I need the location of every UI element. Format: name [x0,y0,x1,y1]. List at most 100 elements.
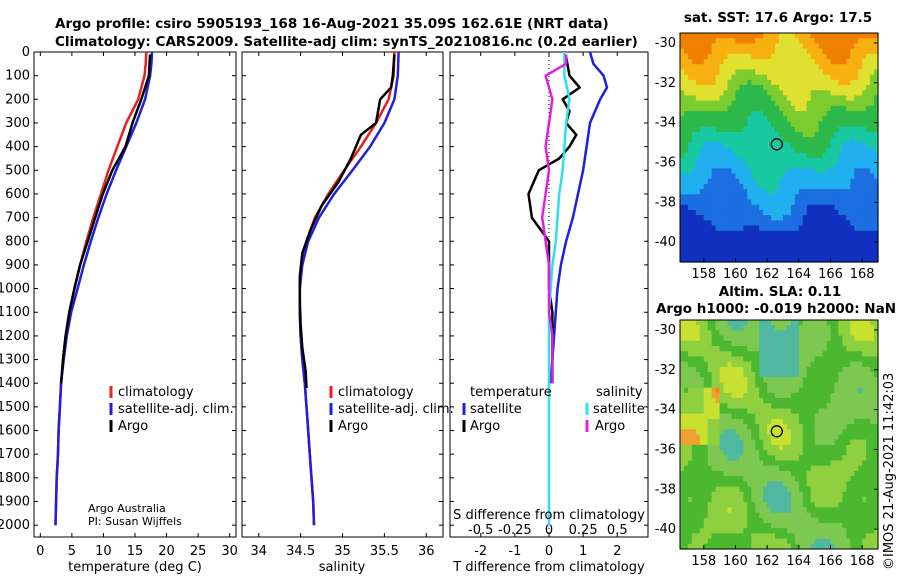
map-cell [786,116,792,123]
map-cell [683,470,689,477]
map-cell [862,168,867,175]
map-cell [755,251,760,258]
map-cell [794,79,800,86]
map-cell [782,204,788,211]
map-cell [806,429,812,436]
map-cell [866,85,871,91]
map-cell [802,126,808,133]
map-cell [703,351,709,358]
map-cell [866,398,871,404]
map-cell [846,90,851,97]
map-cell [739,147,744,154]
map-cell [751,230,756,237]
map-cell [802,79,808,86]
map-cell [814,533,820,540]
map-cell [850,209,855,216]
map-cell [782,90,788,97]
map-cell [719,335,725,342]
map-cell [755,126,760,133]
map-cell [830,33,836,39]
map-cell [759,209,764,216]
map-cell [810,470,816,477]
map-cell [703,168,709,175]
map-cell [747,59,752,65]
map-cell [747,377,752,384]
map-cell [854,163,859,169]
map-cell [846,434,851,441]
map-cell [727,199,733,206]
map-cell [842,215,847,221]
map-cell [711,85,717,91]
map-cell [775,361,780,368]
map-cell [727,209,733,216]
map-cell [731,189,737,195]
map-cell [715,157,721,164]
map-cell [739,209,744,216]
map-cell [735,465,740,472]
map-cell [683,491,689,498]
map-cell [683,85,689,91]
map-cell [771,178,776,185]
map-cell [719,418,725,425]
map-cell [775,43,780,50]
map-cell [755,183,760,190]
map-cell [826,126,832,133]
map-cell [747,340,752,347]
map-cell [822,251,828,258]
map-cell [767,372,772,378]
map-cell [874,43,879,50]
map-cell [806,325,812,331]
map-cell [703,528,709,534]
map-cell [810,434,816,441]
map-cell [703,450,709,456]
map-cell [842,230,847,237]
map-cell [866,209,871,216]
map-cell [814,361,820,368]
map-cell [751,137,756,143]
map-cell [842,387,847,394]
map-cell [814,403,820,410]
map-cell [874,64,879,71]
map-cell [683,460,689,467]
map-cell [775,403,780,410]
map-cell [763,189,768,195]
map-cell [834,439,839,446]
map-cell [786,95,792,102]
map-cell [735,235,740,242]
map-cell [870,382,875,389]
map-cell [874,173,879,180]
map-cell [802,59,808,65]
map-cell [862,522,867,529]
map-cell [874,538,879,545]
map-cell [782,111,788,117]
map-cell [866,486,871,493]
map-cell [842,225,847,232]
map-cell [779,522,784,529]
x-tick-label: 2 [613,544,621,559]
map-cell [735,126,740,133]
map-cell [830,215,836,221]
map-cell [731,121,737,128]
map-cell [715,335,721,342]
map-cell [747,429,752,436]
map-cell [743,241,748,247]
map-cell [751,33,756,39]
map-cell [790,215,796,221]
map-cell [850,33,855,39]
series-line-argo [59,54,152,384]
map-cell [739,126,744,133]
map-cell [786,137,792,143]
map-cell [782,340,788,347]
series-line-temperature-satellite [549,51,609,384]
map-cell [739,38,744,44]
map-cell [747,225,752,232]
map-cell [862,356,867,363]
map-cell [707,137,713,143]
map-cell [763,512,768,519]
map-cell [763,351,768,358]
map-cell [747,168,752,175]
map-cell [814,209,820,216]
map-cell [771,476,776,482]
map-cell [870,361,875,368]
map-cell [691,199,697,206]
